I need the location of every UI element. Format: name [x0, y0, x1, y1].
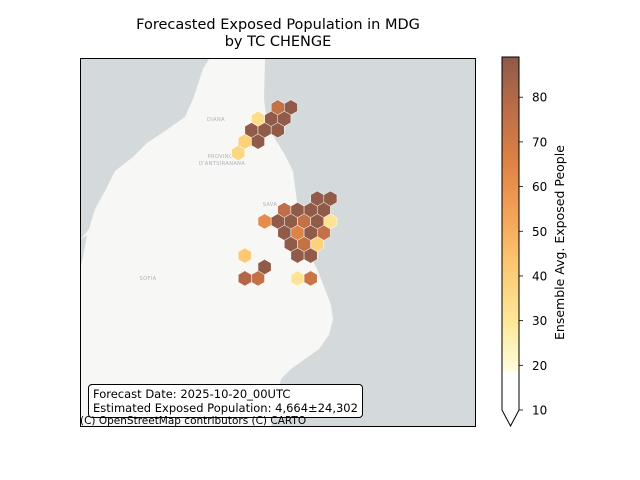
hexbin-cell: [303, 247, 318, 264]
title-line-2: by TC CHENGE: [224, 34, 332, 50]
land-mass: [81, 59, 333, 426]
colorbar-tick-label: 20: [532, 359, 547, 373]
map-attribution: (C) OpenStreetMap contributors (C) CARTO: [80, 415, 307, 427]
hexbin-cell: [251, 133, 265, 150]
estimated-exposed-text: Estimated Exposed Population: 4,664±24,3…: [93, 401, 358, 415]
land-west-inlet: [81, 235, 87, 265]
colorbar-tick-label: 40: [532, 269, 547, 283]
colorbar-ticks: 10 20 30 40 50 60 70 80: [519, 91, 547, 418]
map-label-sofia: SOFIA: [140, 276, 157, 282]
colorbar-tick-label: 50: [532, 225, 547, 239]
colorbar-tick-label: 70: [532, 135, 547, 149]
hexbin-cell: [238, 247, 252, 264]
map-panel[interactable]: DIANA PROVINCE D'ANTSIRANANA SAVA SOFIA: [80, 58, 476, 427]
hexbin-cell: [303, 270, 318, 287]
map-label-diana: DIANA: [207, 117, 225, 123]
colorbar-tick-label: 30: [532, 314, 547, 328]
colorbar-outline: [501, 56, 520, 428]
chart-title: Forecasted Exposed Population in MDG by …: [80, 17, 476, 51]
map-label-province: PROVINCE: [208, 154, 237, 160]
colorbar-tick-label: 60: [532, 180, 547, 194]
hexbin-cell: [270, 122, 285, 139]
map-canvas[interactable]: DIANA PROVINCE D'ANTSIRANANA SAVA SOFIA: [81, 59, 476, 427]
colorbar: 10 20 30 40 50 60 70 80: [501, 56, 547, 428]
colorbar-label: Ensemble Avg. Exposed People: [552, 145, 567, 340]
title-line-1: Forecasted Exposed Population in MDG: [136, 17, 420, 33]
colorbar-tick-label: 80: [532, 91, 547, 105]
colorbar-gradient: [502, 57, 519, 371]
hexbin-cell: [231, 145, 246, 161]
colorbar-tick-label: 10: [532, 404, 547, 418]
hexbin-layer: [231, 99, 338, 287]
map-label-antsiranana: D'ANTSIRANANA: [199, 161, 245, 167]
hexbin-cell: [251, 270, 265, 287]
map-label-sava: SAVA: [263, 202, 278, 208]
colorbar-below-threshold: [502, 371, 519, 410]
forecast-info-box: Forecast Date: 2025-10-20_00UTC Estimate…: [88, 384, 363, 418]
forecast-date-text: Forecast Date: 2025-10-20_00UTC: [93, 387, 291, 401]
